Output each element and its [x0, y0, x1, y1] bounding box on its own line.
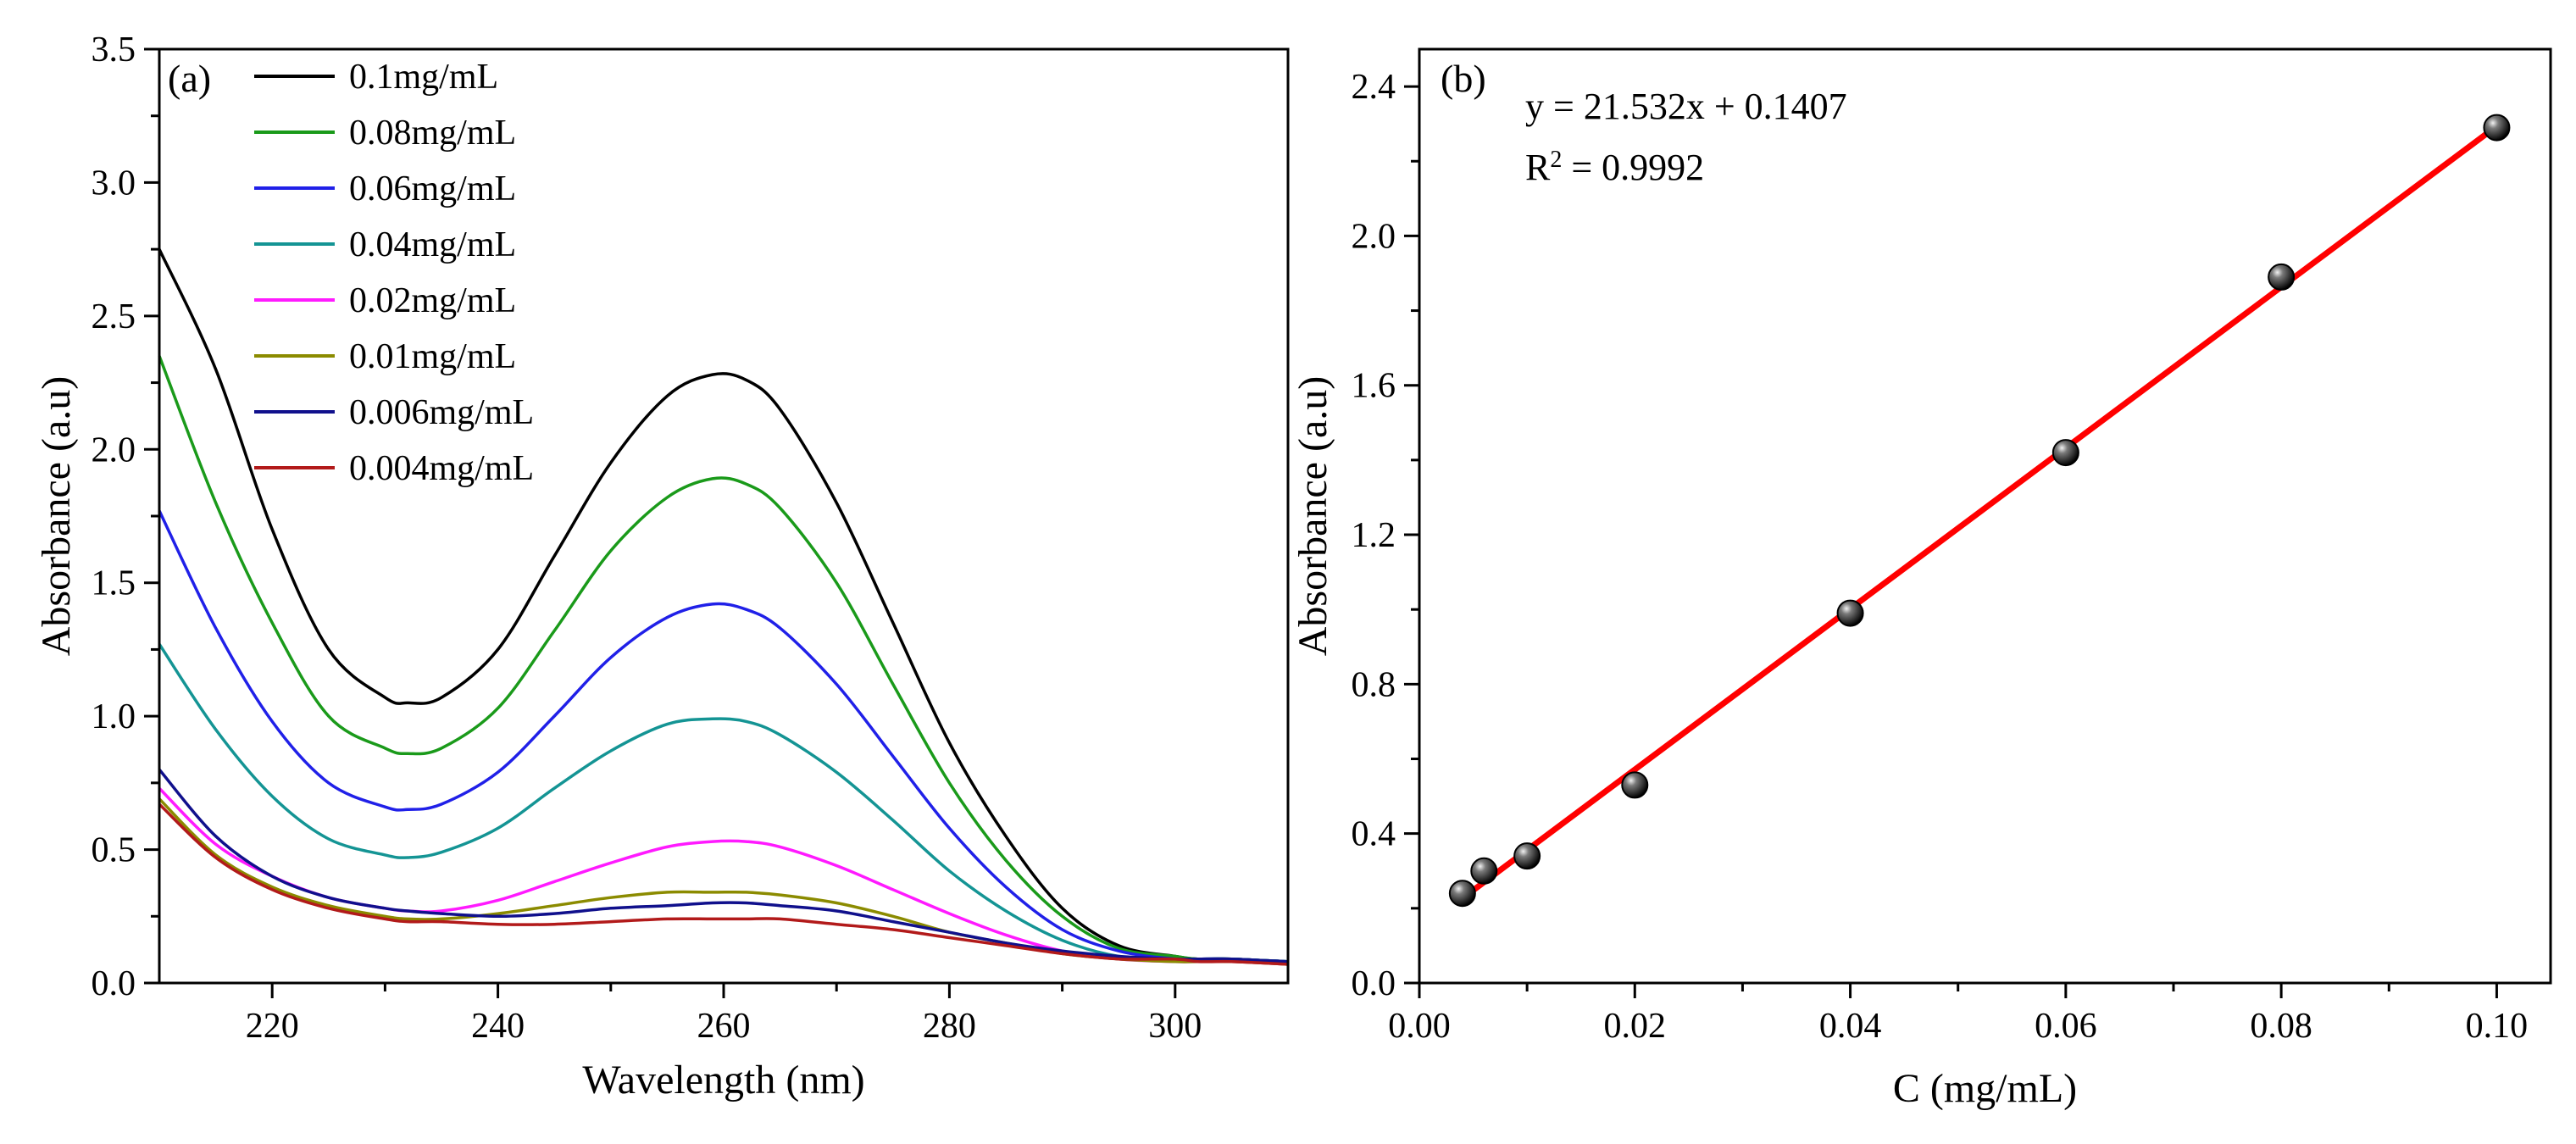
legend-label: 0.01mg/mL: [349, 337, 516, 376]
data-point: [2268, 263, 2296, 291]
panel-b-x-axis-label: C (mg/mL): [1893, 1066, 2077, 1111]
panel-b-points: [1448, 114, 2511, 908]
panel-a-y-axis-label: Absorbance (a.u): [34, 376, 79, 657]
r2-prefix: R: [1525, 147, 1551, 188]
panel-b-frame: [1418, 47, 2552, 985]
series-line-0.004mg/mL: [158, 802, 1289, 966]
series-line-0.06mg/mL: [158, 509, 1289, 964]
fit-r-squared: R2 = 0.9992: [1525, 147, 1704, 189]
b-x-tick-label: 0.04: [1819, 1007, 1882, 1046]
a-y-tick-label: 0.5: [92, 831, 136, 870]
series-line-0.1mg/mL: [158, 248, 1289, 964]
panel-a-series: [158, 248, 1289, 966]
data-point: [1470, 857, 1498, 885]
r2-value: = 0.9992: [1562, 147, 1704, 188]
panel-a-label: (a): [168, 57, 211, 100]
panel-a-frame: [158, 47, 1290, 985]
panel-a-legend: 0.1mg/mL 0.08mg/mL 0.06mg/mL 0.04mg/mL 0.02m…: [254, 58, 534, 488]
a-y-tick-label: 1.0: [92, 697, 136, 736]
data-point: [1448, 880, 1476, 908]
fit-line: [1459, 123, 2500, 902]
legend-label: 0.004mg/mL: [349, 449, 534, 488]
b-y-tick-label: 0.8: [1352, 665, 1396, 704]
b-y-tick-label: 1.2: [1352, 516, 1396, 555]
a-y-tick-label: 2.0: [92, 430, 136, 469]
series-line-0.01mg/mL: [158, 797, 1289, 966]
b-y-tick-label: 0.0: [1352, 964, 1396, 1003]
panel-a-x-axis-label: Wavelength (nm): [582, 1058, 864, 1102]
b-y-tick-label: 1.6: [1352, 367, 1396, 406]
b-y-tick-label: 2.0: [1352, 217, 1396, 256]
data-point: [1836, 599, 1864, 627]
a-x-tick-label: 300: [1148, 1007, 1202, 1046]
panel-b-tick-labels: 0.00 0.02 0.04 0.06 0.08 0.10 0.0 0.4 0.8 1.2 1.6 2…: [1352, 68, 2529, 1046]
panel-a: 220 240 260 280 3000.00.51.01.52.02.53.03.5 …: [34, 31, 1290, 1102]
legend-label: 0.04mg/mL: [349, 225, 516, 264]
a-y-tick-label: 2.5: [92, 297, 136, 336]
a-y-tick-label: 1.5: [92, 564, 136, 603]
data-point: [1513, 842, 1541, 870]
series-line-0.04mg/mL: [158, 643, 1289, 964]
data-point: [2483, 114, 2511, 142]
a-x-tick-label: 220: [246, 1007, 299, 1046]
r2-superscript: 2: [1550, 147, 1562, 173]
fit-equation: y = 21.532x + 0.1407: [1525, 86, 1847, 127]
b-x-tick-label: 0.00: [1388, 1007, 1451, 1046]
panel-b: 0.00 0.02 0.04 0.06 0.08 0.10 0.0 0.4 0.8 1.2 1.6 2…: [1291, 47, 2552, 1111]
a-y-tick-label: 3.5: [92, 31, 136, 69]
panel-b-label: (b): [1441, 57, 1486, 100]
series-line-0.006mg/mL: [158, 768, 1289, 964]
panel-b-y-axis-label: Absorbance (a.u): [1291, 376, 1335, 657]
legend-label: 0.06mg/mL: [349, 169, 516, 208]
series-line-0.08mg/mL: [158, 355, 1289, 964]
series-line-0.02mg/mL: [158, 786, 1289, 966]
b-y-tick-label: 2.4: [1352, 68, 1396, 107]
data-point: [2051, 439, 2079, 467]
panel-a-tick-labels: 220 240 260 280 300 0.0 0.5 1.0 1.5 2.0 2.5 3.0 3.5: [92, 31, 1202, 1046]
legend-label: 0.1mg/mL: [349, 58, 498, 97]
panel-a-ticks: [144, 47, 1177, 998]
data-point: [1621, 771, 1649, 799]
b-x-tick-label: 0.06: [2035, 1007, 2097, 1046]
a-y-tick-label: 3.0: [92, 164, 136, 203]
a-x-tick-label: 240: [471, 1007, 525, 1046]
legend-label: 0.006mg/mL: [349, 393, 534, 432]
b-x-tick-label: 0.08: [2250, 1007, 2312, 1046]
b-x-tick-label: 0.10: [2466, 1007, 2529, 1046]
b-x-tick-label: 0.02: [1604, 1007, 1667, 1046]
a-x-tick-label: 280: [923, 1007, 976, 1046]
b-y-tick-label: 0.4: [1352, 815, 1396, 854]
legend-label: 0.08mg/mL: [349, 114, 516, 153]
legend-label: 0.02mg/mL: [349, 281, 516, 320]
panel-b-ticks: [1404, 85, 2498, 998]
a-x-tick-label: 260: [697, 1007, 751, 1046]
a-y-tick-label: 0.0: [92, 964, 136, 1003]
